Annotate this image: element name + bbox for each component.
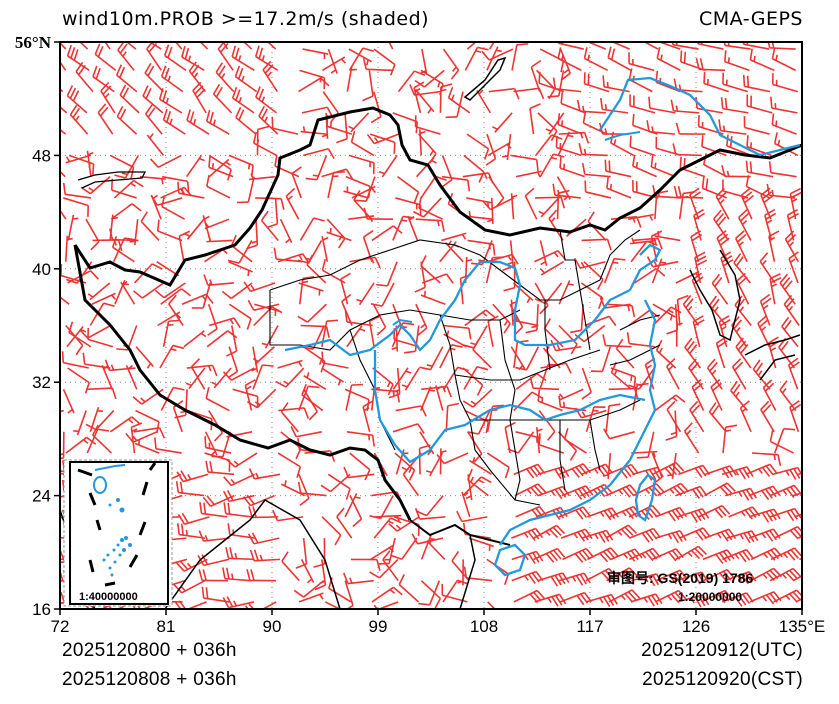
x-tick-label: 126	[682, 617, 710, 636]
x-tick-label: 90	[263, 617, 282, 636]
approval-number: 审图号: GS(2019) 1786	[607, 570, 753, 586]
taiwan	[634, 473, 657, 522]
china-border	[73, 106, 802, 287]
balkhash	[77, 171, 147, 189]
japan	[744, 334, 801, 381]
y-tick-label: 24	[32, 487, 51, 506]
coastline	[499, 243, 662, 546]
boundaries	[60, 56, 802, 609]
y-tick-label: 32	[32, 373, 51, 392]
x-tick-label: 72	[51, 617, 70, 636]
y-tick-label: 16	[32, 600, 51, 619]
init-time-utc: 2025120800 + 036h	[62, 640, 237, 661]
china-border-west	[73, 244, 412, 521]
valid-time-cst: 2025120920(CST)	[642, 669, 803, 690]
y-tick-label: 40	[32, 260, 51, 279]
main-scale: 1:20000000	[678, 590, 742, 604]
yellow-river	[284, 260, 631, 357]
x-tick-label: 108	[470, 617, 498, 636]
init-time-cst: 2025120808 + 036h	[62, 669, 237, 690]
songhua	[604, 131, 641, 141]
south-china-sea-inset: 1:40000000	[63, 459, 173, 607]
axis-ticks: 72 81 90 99 108 117 126 135°E 56°N 48 40 32 24 16	[15, 33, 825, 636]
sakhalin-lake	[463, 56, 507, 101]
plot-frame	[59, 41, 803, 610]
province-borders	[269, 229, 661, 506]
x-tick-label: 117	[576, 617, 603, 636]
neighbor-border-2	[164, 499, 341, 609]
valid-time-utc: 2025120912(UTC)	[641, 640, 803, 661]
china-border-south	[409, 519, 511, 546]
hainan	[493, 543, 527, 577]
chart-title: wind10m.PROB >=17.2m/s (shaded)	[62, 8, 430, 30]
inset-scale: 1:40000000	[79, 591, 138, 603]
yangtze	[373, 350, 646, 464]
tarim-river	[392, 318, 413, 326]
rivers-coastline	[284, 76, 801, 577]
x-tick-label: 135°E	[779, 617, 826, 636]
heilongjiang	[599, 76, 801, 157]
x-tick-label: 99	[369, 617, 388, 636]
model-name: CMA-GEPS	[698, 8, 803, 30]
x-tick-label: 81	[157, 617, 176, 636]
y-tick-label: 56°N	[15, 33, 52, 52]
korea	[689, 249, 741, 342]
neighbor-border-3	[459, 534, 476, 609]
y-tick-label: 48	[32, 146, 51, 165]
